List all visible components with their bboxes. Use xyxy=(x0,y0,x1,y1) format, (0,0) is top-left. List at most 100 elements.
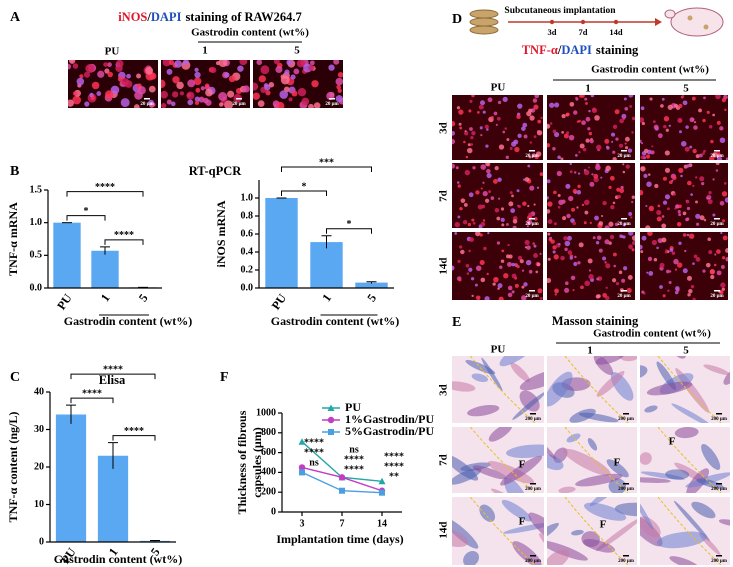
cell xyxy=(712,113,715,117)
cell xyxy=(600,176,603,179)
cell xyxy=(510,208,516,214)
group-label: Gastrodin content (wt%) xyxy=(593,328,711,340)
cell xyxy=(664,150,670,156)
tissue-fiber xyxy=(547,371,573,407)
cell xyxy=(661,237,667,243)
cell xyxy=(478,104,484,110)
cell xyxy=(124,80,133,88)
scale-bar xyxy=(714,218,720,220)
cell xyxy=(716,156,723,160)
cell xyxy=(691,96,696,101)
cell xyxy=(665,128,669,132)
cell xyxy=(564,240,571,247)
error-bar xyxy=(66,404,76,424)
cell xyxy=(521,126,526,131)
title-part: DAPI xyxy=(561,43,592,57)
cell xyxy=(609,175,615,181)
cell xyxy=(534,217,538,221)
cell xyxy=(569,163,573,166)
cell xyxy=(509,191,513,195)
significance-label: **** xyxy=(384,451,404,462)
cell xyxy=(701,181,705,186)
micrograph: 200 μm xyxy=(547,356,637,423)
cell xyxy=(648,205,655,212)
cell xyxy=(176,81,184,90)
capsule-border xyxy=(564,427,629,493)
cell xyxy=(237,65,244,72)
significance-label: ns xyxy=(349,444,359,455)
title-part: staining of RAW264.7 xyxy=(185,10,301,24)
cell xyxy=(687,180,692,186)
cell xyxy=(524,246,527,249)
cell xyxy=(576,190,582,195)
cell xyxy=(656,216,662,222)
cell xyxy=(539,296,543,300)
cell xyxy=(458,245,463,249)
cell xyxy=(107,71,113,78)
cell xyxy=(501,223,505,227)
capsule-border xyxy=(657,356,722,423)
cell xyxy=(500,207,505,211)
cell xyxy=(669,270,672,273)
cell xyxy=(537,119,542,124)
y-tick-label: 200 xyxy=(261,486,276,497)
y-tick-label: 0.5 xyxy=(30,250,43,261)
cell xyxy=(651,145,654,148)
micrograph: 20 μm xyxy=(253,60,343,108)
cell xyxy=(468,109,472,113)
cell xyxy=(661,223,667,228)
cell xyxy=(527,204,530,208)
y-tick-label: 1000 xyxy=(256,407,276,418)
cell xyxy=(534,155,539,160)
cell xyxy=(647,256,653,262)
region-label: F xyxy=(519,516,526,528)
capsule-border xyxy=(657,427,722,493)
cell xyxy=(582,147,587,152)
cell xyxy=(716,120,721,125)
title-part: iNOS xyxy=(118,10,147,24)
cell xyxy=(641,121,645,126)
cell xyxy=(668,124,671,127)
cell xyxy=(708,250,713,255)
cell xyxy=(511,290,515,294)
cell xyxy=(674,268,678,271)
cell xyxy=(631,116,635,121)
cell xyxy=(596,235,602,240)
micrograph-content xyxy=(68,60,158,108)
cell xyxy=(463,140,466,144)
cell xyxy=(702,152,705,155)
y-tick-label: 1.0 xyxy=(30,217,43,228)
cell xyxy=(690,285,695,289)
tissue-fiber xyxy=(452,454,479,481)
cell xyxy=(695,200,698,204)
tissue-fiber xyxy=(646,381,693,396)
cell xyxy=(522,122,528,128)
cell xyxy=(716,249,721,254)
significance-bracket xyxy=(70,373,156,380)
scale-bar xyxy=(716,555,722,557)
cell xyxy=(702,269,706,273)
significance-label: **** xyxy=(304,447,324,458)
cell xyxy=(218,92,228,101)
cell xyxy=(552,147,556,151)
cell xyxy=(612,201,616,205)
cell xyxy=(486,272,489,276)
cell xyxy=(458,122,462,126)
cell xyxy=(685,125,689,129)
cell xyxy=(183,60,189,65)
y-tick-label: 400 xyxy=(261,467,276,478)
implant xyxy=(469,9,499,19)
column-label: 5 xyxy=(294,45,300,57)
cell xyxy=(480,277,486,283)
cell xyxy=(502,130,506,134)
error-bar xyxy=(108,442,118,469)
micrograph: 20 μm xyxy=(547,95,635,160)
cell xyxy=(502,96,508,103)
cell xyxy=(488,190,492,194)
cell xyxy=(678,204,682,209)
cell xyxy=(505,222,509,226)
scale-label: 20 μm xyxy=(617,154,631,159)
cell xyxy=(625,164,630,169)
cell xyxy=(171,91,179,98)
